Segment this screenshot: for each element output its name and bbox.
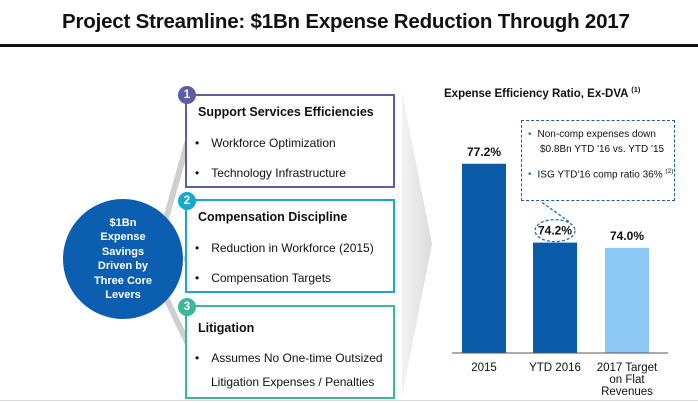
- lever-item: Workforce Optimization: [195, 136, 335, 150]
- bar: [605, 247, 649, 353]
- callout-line: • ISG YTD'16 comp ratio 36% (2): [528, 168, 673, 180]
- chart-title-footnote: (1): [631, 85, 641, 94]
- lever-litigation: Litigation Assumes No One-time Outsized …: [185, 305, 395, 399]
- page-title: Project Streamline: $1Bn Expense Reducti…: [62, 10, 630, 33]
- x-tick-label: YTD 2016: [529, 362, 581, 374]
- callout-footnote: (2): [665, 168, 674, 175]
- x-tick-label: 2017 Target: [597, 362, 658, 374]
- callout-line: $0.8Bn YTD '16 vs. YTD '15: [540, 144, 665, 155]
- callout-connector: [539, 200, 570, 223]
- lever-item: Compensation Targets: [195, 271, 331, 285]
- lever-item-continuation: Litigation Expenses / Penalties: [211, 375, 375, 389]
- lever-item: Assumes No One-time Outsized: [195, 351, 382, 365]
- lever-number-badge: 2: [178, 192, 196, 210]
- lever-item: Technology Infrastructure: [195, 166, 346, 180]
- chart-title-text: Expense Efficiency Ratio, Ex-DVA: [444, 87, 629, 100]
- chevron-arrow-icon: [402, 92, 432, 397]
- non-comp-callout: • Non-comp expenses down $0.8Bn YTD '16 v…: [521, 120, 675, 201]
- x-tick-label: on Flat: [609, 374, 645, 386]
- chart-title: Expense Efficiency Ratio, Ex-DVA (1): [444, 85, 640, 100]
- callout-text: Non-comp expenses down: [537, 129, 656, 140]
- lever-compensation: Compensation Discipline Reduction in Wor…: [185, 199, 395, 293]
- x-tick-label: 2015: [471, 362, 497, 374]
- lever-number-badge: 3: [178, 298, 196, 316]
- lever-heading: Litigation: [198, 321, 255, 335]
- highlight-ring: [534, 218, 576, 243]
- footer-divider: [0, 400, 698, 401]
- data-label: 74.2%: [538, 224, 572, 238]
- callout-line: • Non-comp expenses down: [528, 129, 656, 140]
- callout-bullet: •: [528, 169, 532, 181]
- callout-bullet: •: [528, 129, 532, 140]
- expense-savings-text: $1Bn Expense Savings Driven by Three Cor…: [93, 216, 153, 302]
- x-tick-label: Revenues: [601, 386, 653, 398]
- bar: [533, 242, 577, 353]
- lever-support-services: Support Services Efficiencies Workforce …: [185, 94, 395, 188]
- lever-heading: Support Services Efficiencies: [198, 105, 374, 119]
- data-label: 77.2%: [467, 145, 501, 159]
- lever-heading: Compensation Discipline: [198, 210, 348, 224]
- lever-item: Reduction in Workforce (2015): [195, 241, 374, 255]
- expense-savings-circle: $1Bn Expense Savings Driven by Three Cor…: [63, 199, 183, 319]
- callout-text: ISG YTD'16 comp ratio 36%: [537, 169, 663, 181]
- data-label: 74.0%: [610, 229, 644, 243]
- title-divider: [0, 44, 698, 47]
- bar: [462, 163, 506, 353]
- lever-number-badge: 1: [178, 86, 196, 104]
